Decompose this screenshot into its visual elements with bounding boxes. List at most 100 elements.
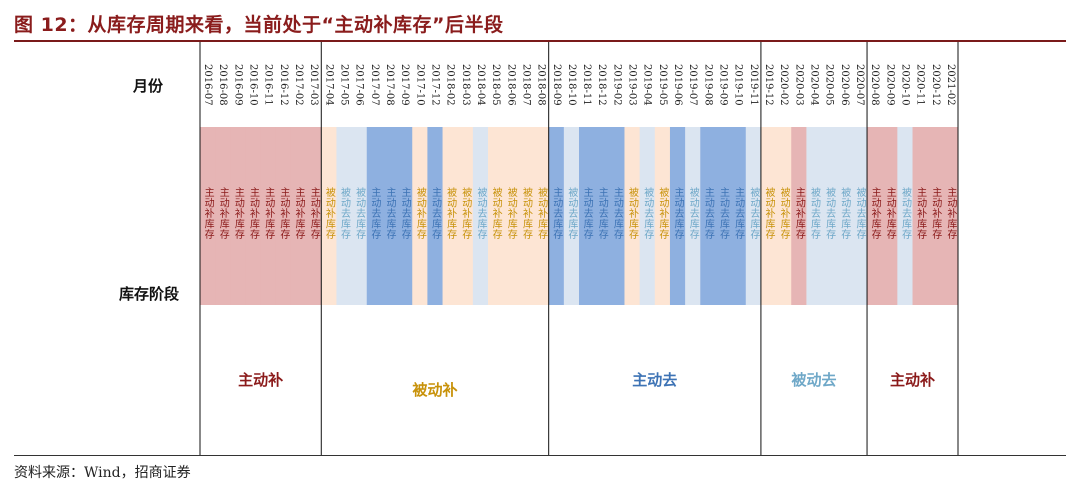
stage-band [457, 127, 474, 305]
month-tick-label: 2018-12 [596, 64, 607, 106]
stage-band [836, 127, 853, 305]
month-tick-label: 2020-11 [915, 64, 926, 106]
month-tick-label: 2016-09 [232, 64, 243, 106]
stage-label: 被动去库存 [899, 186, 911, 240]
stage-label: 被动去库存 [808, 186, 820, 240]
month-tick-label: 2016-11 [263, 64, 274, 106]
stage-label: 被动去库存 [824, 186, 836, 240]
stage-band [760, 127, 777, 305]
stage-band [715, 127, 731, 305]
stage-band [488, 127, 504, 305]
stage-band [745, 127, 762, 305]
month-tick-label: 2017-02 [293, 64, 304, 106]
stage-band [669, 127, 686, 305]
stage-band [821, 127, 838, 305]
stage-label: 主动去库存 [551, 187, 563, 240]
stage-label: 被动补库存 [323, 186, 335, 240]
stage-row-label: 库存阶段 [119, 285, 180, 303]
month-tick-label: 2018-10 [566, 64, 577, 106]
stage-label: 主动补库存 [232, 187, 244, 240]
month-tick-label: 2018-05 [490, 64, 501, 106]
stage-label: 主动补库存 [869, 187, 881, 240]
month-tick-label: 2018-08 [536, 64, 547, 106]
stage-band [927, 127, 944, 305]
stage-band [351, 127, 368, 305]
stage-band [563, 127, 580, 305]
stage-band [230, 127, 246, 305]
stage-label: 主动去库存 [399, 187, 411, 240]
month-tick-label: 2017-04 [323, 64, 334, 106]
month-tick-label: 2019-07 [687, 64, 698, 106]
month-tick-label: 2020-02 [778, 64, 789, 106]
phase-label: 主动补 [238, 371, 283, 389]
stage-label: 被动补库存 [536, 186, 548, 240]
stage-band [427, 127, 443, 305]
stage-band [260, 127, 277, 305]
month-tick-label: 2017-03 [308, 64, 319, 106]
stage-band [503, 127, 519, 305]
stage-label: 主动去库存 [718, 187, 730, 240]
title-rule [14, 40, 1066, 42]
phase-label: 主动补 [890, 371, 935, 389]
month-tick-label: 2016-08 [217, 64, 228, 106]
stage-label: 主动去库存 [702, 187, 714, 240]
stage-label: 被动去库存 [566, 186, 578, 240]
stage-label: 被动补库存 [505, 186, 517, 240]
month-tick-label: 2019-08 [702, 64, 713, 106]
stage-label: 主动补库存 [930, 187, 942, 240]
stage-label: 主动补库存 [248, 187, 260, 240]
stage-label: 主动补库存 [202, 187, 214, 240]
month-tick-label: 2020-09 [884, 64, 895, 106]
stage-band [472, 127, 489, 305]
phase-label: 主动去 [632, 371, 677, 389]
stage-band [776, 127, 792, 305]
month-tick-label: 2016-07 [202, 64, 213, 106]
stage-band [442, 127, 459, 305]
stage-label: 主动去库存 [581, 187, 593, 240]
month-tick-label: 2020-06 [839, 64, 850, 106]
stage-label: 主动去库存 [733, 187, 745, 240]
month-tick-label: 2018-02 [445, 64, 456, 106]
stage-label: 被动补库存 [627, 186, 639, 240]
stage-band [912, 127, 929, 305]
month-tick-label: 2017-07 [369, 64, 380, 106]
stage-label: 被动去库存 [839, 186, 851, 240]
stage-band [609, 127, 625, 305]
stage-label: 被动补库存 [460, 186, 472, 240]
stage-band [594, 127, 610, 305]
stage-label: 被动去库存 [475, 186, 487, 240]
month-tick-label: 2018-03 [460, 64, 471, 106]
month-tick-label: 2016-12 [278, 64, 289, 106]
stage-band [882, 127, 898, 305]
month-tick-label: 2018-04 [475, 64, 486, 106]
phase-label: 被动补 [412, 381, 457, 399]
month-tick-label: 2017-06 [354, 64, 365, 106]
stage-band [245, 127, 262, 305]
figure-title: 图 12：从库存周期来看，当前处于“主动补库存”后半段 [14, 14, 504, 36]
stage-label: 被动补库存 [520, 186, 532, 240]
stage-band [215, 127, 231, 305]
month-tick-label: 2019-09 [718, 64, 729, 106]
stage-band [200, 127, 216, 305]
footer-rule [14, 455, 1066, 456]
stage-label: 主动去库存 [672, 187, 684, 240]
stage-band [685, 127, 701, 305]
month-tick-label: 2020-03 [793, 64, 804, 106]
stage-band [851, 127, 868, 305]
month-tick-label: 2017-05 [339, 64, 350, 106]
stage-label: 主动补库存 [884, 187, 896, 240]
month-tick-label: 2019-02 [611, 64, 622, 106]
stage-band [624, 127, 641, 305]
month-tick-label: 2016-10 [248, 64, 259, 106]
stage-label: 被动补库存 [445, 186, 457, 240]
month-tick-label: 2020-12 [930, 64, 941, 106]
stage-label: 主动去库存 [384, 187, 396, 240]
stage-band [397, 127, 413, 305]
stage-label: 被动补库存 [414, 186, 426, 240]
stage-label: 被动补库存 [778, 186, 790, 240]
month-tick-label: 2020-08 [869, 64, 880, 106]
month-tick-label: 2019-06 [672, 64, 683, 106]
stage-band [381, 127, 398, 305]
stage-label: 主动补库存 [308, 187, 320, 240]
